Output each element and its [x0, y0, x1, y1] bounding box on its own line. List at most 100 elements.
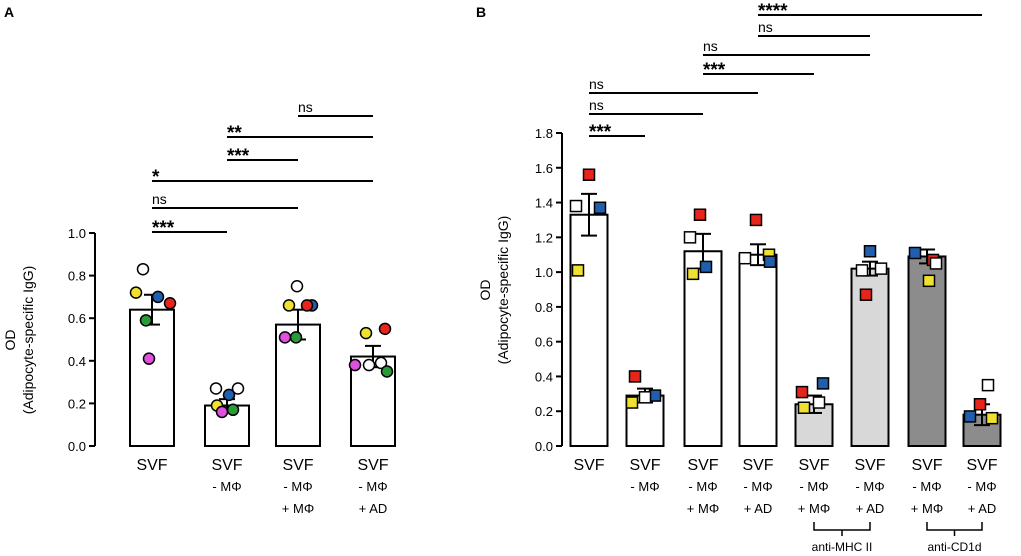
data-point: [929, 257, 943, 270]
y-axis-title: OD: [477, 280, 493, 301]
x-tick-label: SVF: [742, 457, 773, 474]
y-tick-label: 1.4: [535, 196, 553, 211]
y-tick-label: 0.4: [535, 369, 553, 384]
x-tick-label: SVF: [798, 457, 829, 474]
data-point: [638, 391, 652, 404]
data-point: [348, 358, 362, 372]
x-tick-label: SVF: [966, 457, 997, 474]
x-tick-label: - MΦ: [630, 479, 659, 494]
y-tick-label: 0.0: [68, 439, 86, 454]
data-point: [209, 382, 223, 395]
x-tick-label: SVF: [211, 457, 242, 474]
data-point: [571, 264, 585, 277]
x-tick-label: + MΦ: [911, 501, 943, 516]
x-tick-label: - MΦ: [283, 479, 312, 494]
significance-label: ****: [758, 1, 788, 22]
bar: [275, 323, 321, 447]
data-point: [908, 246, 922, 260]
x-tick-label: + AD: [856, 501, 885, 516]
bar: [738, 253, 778, 447]
treatment-label: anti-CD1d: [927, 540, 981, 554]
x-tick-label: SVF: [854, 457, 885, 474]
data-point: [142, 352, 156, 365]
panel-a-chart: 0.0 0.2 0.4 0.6 0.8 1.0 OD (Adipocyte-specific …: [2, 99, 396, 516]
y-tick-label: 0.4: [68, 354, 86, 369]
y-axis-title: OD: [2, 330, 18, 351]
x-tick-label: SVF: [911, 457, 942, 474]
x-tick-label: - MΦ: [967, 479, 996, 494]
data-point: [797, 401, 811, 414]
bar: [129, 308, 175, 447]
x-tick-label: - MΦ: [743, 479, 772, 494]
x-tick-label: - MΦ: [212, 479, 241, 494]
data-point: [282, 299, 296, 312]
bar: [569, 213, 609, 447]
data-point: [139, 314, 153, 327]
data-point: [569, 199, 583, 213]
y-tick-label: 0.0: [535, 439, 553, 454]
panel-b-label: B: [476, 4, 486, 20]
data-point: [226, 403, 240, 417]
x-tick-label: SVF: [573, 457, 604, 474]
significance-label: ns: [589, 97, 604, 113]
x-tick-label: SVF: [687, 457, 718, 474]
data-point: [582, 168, 596, 181]
data-point: [738, 251, 752, 265]
data-point: [380, 365, 394, 378]
data-point: [693, 208, 707, 221]
data-point: [222, 388, 236, 402]
x-tick-label: SVF: [136, 457, 167, 474]
y-tick-label: 1.8: [535, 126, 553, 141]
significance-label: ns: [758, 19, 773, 35]
data-point: [795, 385, 809, 399]
treatment-bracket: [813, 522, 871, 536]
data-point: [625, 396, 639, 409]
significance-label: ***: [703, 60, 726, 81]
data-point: [151, 290, 165, 304]
y-tick-label: 1.0: [68, 226, 86, 241]
significance-label: ns: [298, 99, 313, 115]
y-tick-label: 0.8: [68, 269, 86, 284]
data-point: [859, 288, 873, 301]
data-point: [278, 331, 292, 344]
x-tick-label: - MΦ: [358, 479, 387, 494]
data-point: [289, 331, 303, 344]
significance-label: ns: [703, 38, 718, 54]
data-point: [215, 405, 229, 419]
data-point: [362, 358, 376, 372]
significance-label: ***: [227, 146, 250, 167]
data-point: [593, 201, 607, 215]
data-point: [231, 382, 245, 395]
x-tick-label: + AD: [968, 501, 997, 516]
data-point: [973, 398, 987, 411]
x-tick-label: - MΦ: [912, 479, 941, 494]
x-tick-label: - MΦ: [799, 479, 828, 494]
data-point: [922, 274, 936, 288]
significance-label: ***: [152, 218, 175, 239]
y-tick-label: 0.6: [68, 311, 86, 326]
treatment-label: anti-MHC II: [812, 540, 873, 554]
data-point: [699, 260, 713, 274]
x-tick-label: SVF: [282, 457, 313, 474]
x-tick-label: + MΦ: [687, 501, 719, 516]
treatment-bracket: [926, 522, 983, 536]
x-tick-label: + MΦ: [798, 501, 830, 516]
x-tick-label: + AD: [744, 501, 773, 516]
significance-label: ns: [152, 191, 167, 207]
y-tick-label: 1.2: [535, 230, 553, 245]
data-point: [129, 286, 143, 299]
bar: [907, 255, 947, 448]
data-point: [628, 370, 642, 383]
significance-label: ns: [589, 76, 604, 92]
data-point: [686, 267, 700, 281]
data-point: [855, 264, 869, 277]
data-point: [359, 326, 373, 340]
data-point: [374, 356, 388, 370]
data-point: [749, 213, 763, 227]
x-tick-label: + MΦ: [282, 501, 314, 516]
data-point: [136, 262, 150, 276]
data-point: [863, 244, 877, 258]
panel-a-label: A: [4, 4, 14, 20]
y-tick-label: 0.6: [535, 335, 553, 350]
